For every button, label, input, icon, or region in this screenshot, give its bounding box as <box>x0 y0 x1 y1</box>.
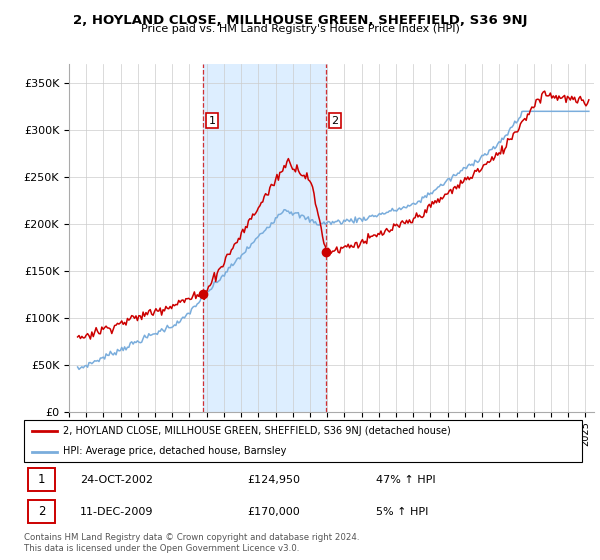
Text: 11-DEC-2009: 11-DEC-2009 <box>80 507 154 517</box>
Text: £124,950: £124,950 <box>247 475 300 484</box>
Text: 1: 1 <box>38 473 46 486</box>
Text: 24-OCT-2002: 24-OCT-2002 <box>80 475 153 484</box>
Text: HPI: Average price, detached house, Barnsley: HPI: Average price, detached house, Barn… <box>63 446 286 456</box>
Text: 2, HOYLAND CLOSE, MILLHOUSE GREEN, SHEFFIELD, S36 9NJ (detached house): 2, HOYLAND CLOSE, MILLHOUSE GREEN, SHEFF… <box>63 426 451 436</box>
FancyBboxPatch shape <box>28 500 55 524</box>
FancyBboxPatch shape <box>28 468 55 491</box>
Text: 1: 1 <box>209 116 215 125</box>
Text: £170,000: £170,000 <box>247 507 300 517</box>
Bar <box>203 64 326 412</box>
Text: 5% ↑ HPI: 5% ↑ HPI <box>376 507 428 517</box>
Text: 2, HOYLAND CLOSE, MILLHOUSE GREEN, SHEFFIELD, S36 9NJ: 2, HOYLAND CLOSE, MILLHOUSE GREEN, SHEFF… <box>73 14 527 27</box>
Text: Contains HM Land Registry data © Crown copyright and database right 2024.
This d: Contains HM Land Registry data © Crown c… <box>24 533 359 553</box>
Text: 2: 2 <box>38 505 46 519</box>
FancyBboxPatch shape <box>24 420 582 462</box>
Text: Price paid vs. HM Land Registry's House Price Index (HPI): Price paid vs. HM Land Registry's House … <box>140 24 460 34</box>
Text: 2: 2 <box>331 116 338 125</box>
Text: 47% ↑ HPI: 47% ↑ HPI <box>376 475 435 484</box>
